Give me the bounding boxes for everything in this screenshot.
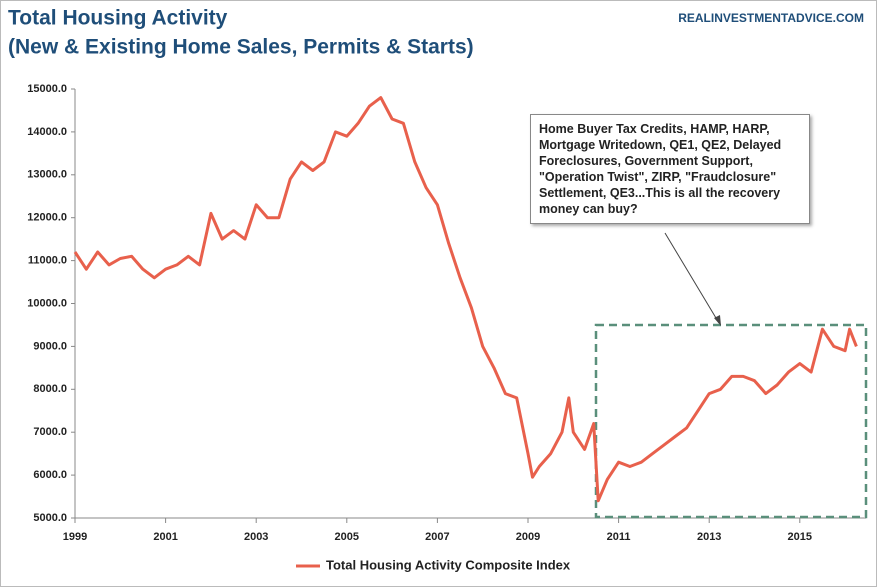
y-tick-label: 15000.0 xyxy=(27,83,67,95)
y-tick-label: 12000.0 xyxy=(27,212,67,224)
x-tick-label: 2011 xyxy=(607,531,631,543)
y-tick-label: 5000.0 xyxy=(33,512,67,524)
chart-subtitle: (New & Existing Home Sales, Permits & St… xyxy=(8,36,474,59)
y-tick-label: 14000.0 xyxy=(27,126,67,138)
x-tick-label: 2015 xyxy=(788,531,812,543)
y-tick-label: 10000.0 xyxy=(27,297,67,309)
highlight-box xyxy=(594,323,868,519)
annotation: Home Buyer Tax Credits, HAMP, HARP, Mort… xyxy=(530,114,810,224)
x-tick-label: 2013 xyxy=(697,531,721,543)
y-tick-label: 11000.0 xyxy=(28,255,67,267)
y-tick-label: 7000.0 xyxy=(33,426,67,438)
source: REALINVESTMENTADVICE.COM xyxy=(678,11,864,25)
x-tick-label: 2001 xyxy=(153,531,177,543)
y-tick-label: 13000.0 xyxy=(27,169,67,181)
x-tick-label: 2009 xyxy=(516,531,540,543)
x-tick-label: 2007 xyxy=(425,531,449,543)
legend-label: Total Housing Activity Composite Index xyxy=(326,557,571,572)
data-line xyxy=(73,96,858,503)
x-tick-label: 2005 xyxy=(335,531,359,543)
chart-title: Total Housing Activity xyxy=(8,7,228,30)
arrow xyxy=(664,232,720,324)
y-tick-label: 9000.0 xyxy=(33,340,67,352)
arrow-head xyxy=(714,315,721,326)
y-tick-label: 8000.0 xyxy=(33,383,67,395)
x-tick-label: 2003 xyxy=(244,531,268,543)
x-tick-label: 1999 xyxy=(63,531,87,543)
y-tick-label: 6000.0 xyxy=(33,469,67,481)
